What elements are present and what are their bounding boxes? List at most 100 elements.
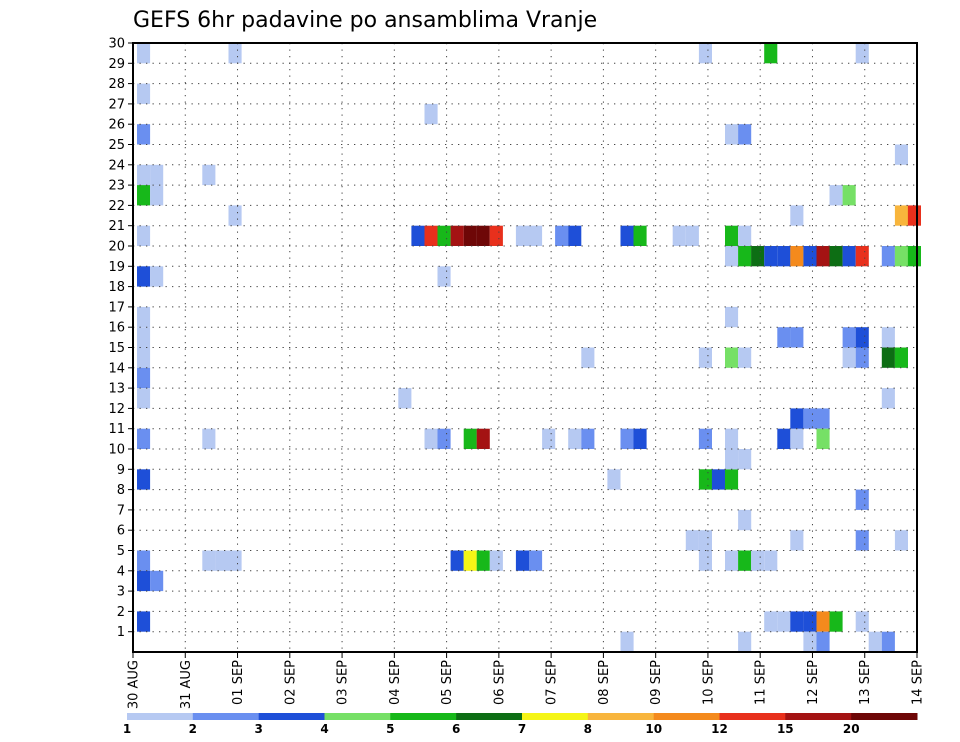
heatmap-cell: [868, 631, 882, 652]
heatmap-cell: [764, 550, 778, 571]
heatmap-cell: [698, 347, 712, 368]
heatmap-cell: [842, 185, 856, 206]
heatmap-cell: [803, 246, 817, 267]
y-tick-label: 2: [117, 605, 125, 620]
x-tick-label: 31 AUG: [179, 660, 194, 709]
x-tick-label: 14 SEP: [911, 660, 926, 705]
heatmap-cell: [137, 124, 151, 145]
heatmap-cell: [620, 631, 634, 652]
colorbar-swatch: [653, 713, 720, 720]
colorbar-label: 7: [518, 722, 526, 736]
colorbar-swatch: [851, 713, 918, 720]
heatmap-cell: [529, 550, 543, 571]
heatmap-cell: [803, 631, 817, 652]
y-tick-label: 11: [108, 422, 125, 437]
colorbar-label: 3: [255, 722, 263, 736]
colorbar-label: 12: [711, 722, 728, 736]
heatmap-cell: [450, 550, 464, 571]
x-tick-label: 13 SEP: [858, 660, 873, 705]
heatmap-cell: [725, 306, 739, 328]
heatmap-cell: [855, 347, 869, 368]
heatmap-cell: [685, 225, 699, 246]
heatmap-cell: [137, 428, 151, 449]
heatmap-cell: [150, 164, 164, 186]
y-tick-label: 18: [108, 280, 125, 295]
heatmap-cell: [803, 408, 817, 429]
heatmap-cell: [829, 246, 843, 267]
heatmap-cell: [463, 428, 477, 449]
heatmap-cell: [137, 327, 151, 348]
heatmap-cell: [855, 489, 869, 510]
heatmap-cell: [137, 83, 151, 104]
heatmap-cell: [816, 408, 830, 429]
y-tick-label: 23: [108, 179, 125, 194]
heatmap-cell: [790, 246, 804, 267]
y-tick-label: 19: [108, 260, 125, 275]
heatmap-cell: [816, 428, 830, 449]
chart-title: GEFS 6hr padavine po ansamblima Vranje: [133, 8, 597, 33]
heatmap-cell: [515, 550, 529, 571]
heatmap-cell: [411, 225, 425, 246]
heatmap-cell: [137, 266, 151, 287]
grid-lines: [133, 43, 917, 652]
heatmap-cell: [894, 205, 908, 226]
heatmap-cell: [437, 225, 451, 246]
colorbar: 1 2 3 4 5 6 7 8 10 12 15 20: [123, 713, 918, 736]
heatmap-cell: [672, 225, 686, 246]
heatmap-cell: [751, 550, 765, 571]
heatmap-cell: [698, 550, 712, 571]
y-tick-label: 22: [108, 199, 125, 214]
heatmap-cell: [698, 428, 712, 449]
colorbar-label: 5: [386, 722, 394, 736]
heatmap-cell: [894, 144, 908, 165]
y-tick-label: 16: [108, 321, 125, 336]
heatmap-cell: [725, 428, 739, 449]
x-tick-label: 30 AUG: [127, 660, 142, 709]
y-axis: 1234567891011121314151617181920212223242…: [108, 37, 133, 640]
heatmap-cell: [437, 428, 451, 449]
colorbar-swatch: [258, 713, 325, 720]
y-tick-label: 12: [108, 402, 125, 417]
colorbar-swatch: [324, 713, 391, 720]
colorbar-swatch: [456, 713, 523, 720]
colorbar-label: 20: [843, 722, 860, 736]
heatmap-cell: [568, 225, 582, 246]
x-tick-label: 08 SEP: [597, 660, 612, 705]
y-tick-label: 5: [117, 544, 125, 559]
heatmap-cell: [476, 225, 490, 246]
y-tick-label: 4: [117, 564, 125, 579]
heatmap-cell: [764, 246, 778, 267]
heatmap-cell: [790, 611, 804, 632]
heatmap-cell: [137, 347, 151, 368]
heatmap-cell: [738, 631, 752, 652]
x-tick-label: 10 SEP: [701, 660, 716, 705]
colorbar-swatch: [785, 713, 852, 720]
heatmap-cell: [476, 428, 490, 449]
heatmap-cell: [855, 43, 869, 64]
y-tick-label: 28: [108, 77, 125, 92]
heatmap-cell: [777, 428, 791, 449]
y-tick-label: 21: [108, 219, 125, 234]
heatmap-cell: [150, 570, 164, 592]
heatmap-cell: [202, 428, 216, 449]
heatmap-cell: [907, 205, 921, 226]
heatmap-cell: [150, 185, 164, 206]
heatmap-cell: [711, 469, 725, 490]
y-tick-label: 25: [108, 138, 125, 153]
colorbar-label: 4: [320, 722, 328, 736]
y-tick-label: 17: [108, 300, 125, 315]
heatmap-cell: [398, 388, 412, 409]
y-tick-label: 10: [108, 443, 125, 458]
heatmap-cell: [881, 327, 895, 348]
heatmap-cell: [202, 164, 216, 186]
x-tick-label: 07 SEP: [545, 660, 560, 705]
heatmap-cell: [725, 469, 739, 490]
heatmap-cell: [790, 428, 804, 449]
colorbar-label: 2: [189, 722, 197, 736]
heatmap-cell: [725, 225, 739, 246]
y-tick-label: 7: [117, 503, 125, 518]
y-tick-label: 29: [108, 57, 125, 72]
y-tick-label: 14: [108, 361, 125, 376]
colorbar-swatch: [192, 713, 260, 720]
heatmap-cell: [790, 530, 804, 551]
